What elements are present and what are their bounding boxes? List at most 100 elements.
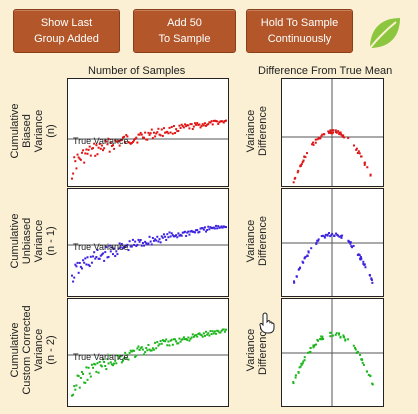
data-point bbox=[109, 361, 112, 364]
data-point bbox=[341, 234, 344, 237]
data-point bbox=[215, 332, 218, 335]
data-point bbox=[337, 130, 340, 133]
add-50-line2: To Sample bbox=[158, 33, 211, 45]
data-point bbox=[195, 229, 198, 232]
data-point bbox=[362, 260, 365, 263]
data-point bbox=[317, 136, 320, 139]
show-last-group-button[interactable]: Show Last Group Added bbox=[13, 9, 120, 53]
data-point bbox=[83, 161, 86, 164]
data-point bbox=[358, 254, 361, 257]
data-point bbox=[124, 351, 127, 354]
data-point bbox=[196, 229, 199, 232]
data-point bbox=[188, 233, 191, 236]
data-point bbox=[339, 132, 342, 135]
data-point bbox=[215, 224, 218, 227]
data-point bbox=[78, 261, 81, 264]
data-point bbox=[369, 174, 372, 177]
add-50-button[interactable]: Add 50 To Sample bbox=[133, 9, 236, 53]
data-point bbox=[170, 126, 173, 129]
data-point bbox=[316, 138, 319, 141]
data-point bbox=[98, 142, 101, 145]
data-point bbox=[174, 338, 177, 341]
data-point bbox=[98, 361, 101, 364]
data-point bbox=[168, 344, 171, 347]
data-point bbox=[314, 138, 317, 141]
data-point bbox=[97, 371, 100, 374]
data-point bbox=[208, 121, 211, 124]
data-point bbox=[369, 375, 372, 378]
data-point bbox=[104, 139, 107, 142]
data-point bbox=[171, 343, 174, 346]
add-50-line1: Add 50 bbox=[167, 17, 202, 29]
data-point bbox=[73, 385, 76, 388]
data-point bbox=[329, 132, 332, 135]
unbiased-variance-panel: True Variance bbox=[67, 188, 229, 297]
data-point bbox=[148, 235, 151, 238]
data-point bbox=[217, 225, 220, 228]
data-point bbox=[87, 148, 90, 151]
data-point bbox=[187, 336, 190, 339]
data-point bbox=[159, 339, 162, 342]
data-point bbox=[174, 132, 177, 135]
data-point bbox=[90, 261, 93, 264]
data-point bbox=[340, 133, 343, 136]
data-point bbox=[182, 126, 185, 129]
data-point bbox=[146, 138, 149, 141]
data-point bbox=[161, 236, 164, 239]
data-point bbox=[118, 144, 121, 147]
data-point bbox=[359, 257, 362, 260]
data-point bbox=[172, 235, 175, 238]
data-point bbox=[329, 331, 332, 334]
data-point bbox=[93, 142, 96, 145]
data-point bbox=[191, 128, 194, 131]
data-point bbox=[146, 349, 149, 352]
data-point bbox=[336, 233, 339, 236]
data-point bbox=[195, 334, 198, 337]
data-point bbox=[331, 131, 334, 134]
data-point bbox=[89, 154, 92, 157]
true-variance-label: True Variance bbox=[73, 136, 129, 146]
data-point bbox=[89, 255, 92, 258]
data-point bbox=[147, 131, 150, 134]
data-point bbox=[328, 232, 331, 235]
data-point bbox=[221, 226, 224, 229]
data-point bbox=[149, 349, 152, 352]
data-point bbox=[294, 376, 297, 379]
hold-to-sample-button[interactable]: Hold To Sample Continuously bbox=[246, 9, 353, 53]
data-point bbox=[301, 362, 304, 365]
data-point bbox=[138, 133, 141, 136]
data-point bbox=[202, 124, 205, 127]
data-point bbox=[207, 225, 210, 228]
data-point bbox=[139, 239, 142, 242]
data-point bbox=[172, 338, 175, 341]
biased-variance-plot bbox=[68, 119, 228, 180]
data-point bbox=[302, 261, 305, 264]
data-point bbox=[100, 253, 103, 256]
data-point bbox=[196, 122, 199, 125]
data-point bbox=[367, 373, 370, 376]
data-point bbox=[198, 230, 201, 233]
data-point bbox=[322, 133, 325, 136]
hand-cursor-icon bbox=[259, 312, 275, 334]
biased-difference-plot bbox=[282, 79, 383, 186]
data-point bbox=[186, 231, 189, 234]
data-point bbox=[307, 250, 310, 253]
data-point bbox=[216, 120, 219, 123]
data-point bbox=[180, 123, 183, 126]
data-point bbox=[172, 125, 175, 128]
data-point bbox=[206, 123, 209, 126]
data-point bbox=[220, 120, 223, 123]
unbiased-variance-plot bbox=[68, 224, 228, 283]
data-point bbox=[159, 241, 162, 244]
data-point bbox=[149, 132, 152, 135]
data-point bbox=[171, 234, 174, 237]
data-point bbox=[131, 140, 134, 143]
row-label-unbiased: Cumulative Unbiased Variance (n - 1) bbox=[9, 213, 57, 269]
biased-variance-panel: True Variance bbox=[67, 78, 229, 187]
data-point bbox=[161, 134, 164, 137]
data-point bbox=[211, 227, 214, 230]
number-of-samples-header: Number of Samples bbox=[88, 65, 186, 77]
data-point bbox=[352, 144, 355, 147]
data-point bbox=[75, 265, 78, 268]
data-point bbox=[151, 347, 154, 350]
